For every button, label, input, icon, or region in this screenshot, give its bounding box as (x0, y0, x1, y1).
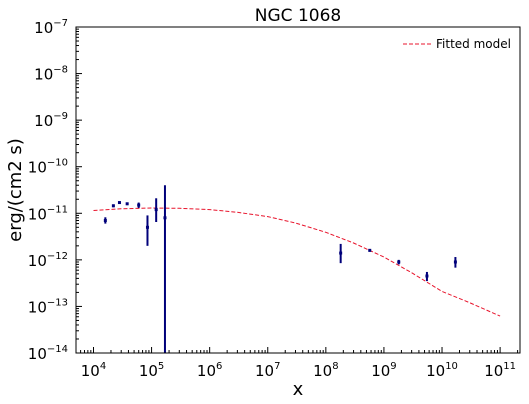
x-tick-label: 1010 (426, 361, 458, 380)
data-point (103, 217, 107, 224)
point-marker (339, 251, 343, 255)
y-axis: 10−14 10−13 10−12 10−11 10−10 10−9 10−8 10−7 (28, 18, 82, 363)
point-marker (425, 274, 429, 278)
point-marker (117, 201, 121, 205)
y-tick-label: 10−11 (28, 204, 68, 223)
x-tick-label: 107 (255, 361, 280, 380)
data-point (111, 204, 115, 208)
y-tick-label: 10−12 (28, 251, 68, 270)
chart-title: NGC 1068 (255, 6, 341, 26)
point-marker (103, 218, 107, 222)
data-point (339, 243, 343, 264)
data-point (154, 198, 158, 222)
data-point (117, 201, 121, 205)
data-point (125, 202, 129, 206)
data-point (137, 202, 141, 208)
y-tick-label: 10−10 (28, 158, 68, 177)
point-marker (111, 204, 115, 208)
y-tick-label: 10−14 (28, 344, 68, 363)
point-marker (368, 248, 372, 252)
x-tick-label: 1011 (484, 361, 516, 380)
plot-frame (75, 26, 521, 354)
data-point (397, 259, 401, 265)
y-tick-label: 10−7 (34, 18, 68, 37)
data-point (368, 248, 372, 252)
x-axis-label: x (293, 379, 304, 400)
data-point (163, 185, 167, 353)
series-fitted-model-line (93, 207, 501, 317)
data-point (453, 257, 457, 268)
point-marker (145, 225, 149, 229)
point-marker (163, 216, 167, 220)
x-tick-label: 104 (81, 361, 106, 380)
y-tick-label: 10−13 (28, 297, 68, 316)
y-tick-label: 10−8 (34, 65, 68, 84)
data-point (145, 215, 149, 246)
point-marker (125, 202, 129, 206)
point-marker (154, 208, 158, 212)
point-marker (397, 260, 401, 264)
data-point (425, 271, 429, 282)
x-axis: 104 105 106 107 108 109 1010 1011 (75, 347, 519, 380)
x-tick-label: 105 (139, 361, 164, 380)
legend-label-fitted-model: Fitted model (436, 37, 511, 51)
point-marker (453, 260, 457, 264)
y-axis-label: erg/(cm2 s) (5, 138, 26, 242)
y-tick-label: 10−9 (34, 111, 68, 130)
x-tick-label: 108 (313, 361, 338, 380)
x-tick-label: 109 (371, 361, 396, 380)
legend: Fitted model (403, 37, 511, 51)
plot-area (93, 185, 501, 353)
point-marker (137, 203, 141, 207)
x-tick-label: 106 (197, 361, 222, 380)
